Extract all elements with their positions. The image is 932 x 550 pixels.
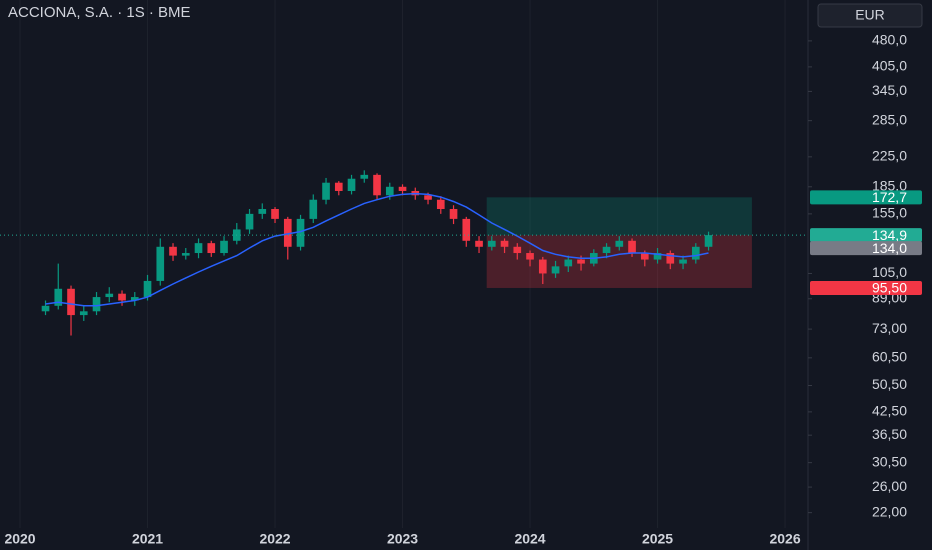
y-tick-label: 105,0 (872, 264, 907, 280)
currency-button[interactable] (817, 3, 923, 28)
price-label: 172,7 (872, 189, 907, 205)
candle-body (220, 240, 228, 254)
candle-body (347, 178, 356, 191)
candle-body (105, 293, 114, 298)
candle-body (207, 243, 216, 254)
candle-body (271, 209, 279, 219)
candle-body (628, 240, 636, 254)
price-label-box (810, 280, 922, 295)
candle-body (398, 186, 407, 191)
price-label: 95,50 (872, 280, 907, 296)
candle-body (436, 199, 445, 210)
candle-body (462, 218, 471, 241)
y-tick-label: 345,0 (872, 82, 907, 98)
candle-body (118, 293, 126, 301)
candle-body (666, 253, 675, 264)
price-label-box (810, 228, 922, 243)
y-tick-label: 225,0 (872, 148, 907, 164)
candle-body (143, 280, 152, 298)
candle-body (704, 235, 713, 247)
moving-average (45, 192, 709, 307)
candle-body (564, 259, 573, 267)
candle-body (54, 288, 63, 306)
candle-body (640, 253, 649, 260)
y-tick-label: 30,50 (872, 453, 907, 469)
candle-body (551, 266, 560, 274)
candle-body (67, 288, 75, 316)
candle-body (334, 182, 343, 191)
candle-body (156, 246, 165, 281)
candle-body (449, 209, 458, 219)
candle-body (245, 213, 254, 230)
candle-body (360, 174, 369, 179)
y-tick-label: 42,50 (872, 403, 907, 419)
x-tick-label: 2024 (514, 531, 545, 547)
candle-body (500, 240, 509, 247)
y-tick-label: 50,50 (872, 376, 907, 392)
price-label-box (810, 241, 922, 256)
candle-body (526, 253, 534, 260)
x-tick-label: 2023 (387, 531, 418, 547)
candle-body (92, 297, 101, 312)
price-label: 134,0 (872, 240, 907, 256)
candle-body (577, 259, 585, 264)
candle-body (487, 240, 496, 247)
candle-body (615, 240, 624, 247)
candle-body (322, 182, 330, 200)
y-tick-label: 155,0 (872, 205, 907, 221)
y-tick-label: 185,0 (872, 177, 907, 193)
candle-body (373, 174, 381, 196)
y-tick-label: 73,00 (872, 320, 907, 336)
candle-body (130, 297, 139, 301)
candle-body (475, 240, 483, 247)
y-tick-label: 285,0 (872, 111, 907, 127)
candle-body (283, 218, 292, 247)
y-tick-label: 26,00 (872, 478, 907, 494)
candle-body (513, 246, 522, 254)
candle-body (194, 243, 203, 254)
y-tick-label: 405,0 (872, 58, 907, 74)
target-zone (486, 197, 752, 236)
y-tick-label: 22,00 (872, 503, 907, 519)
candle-body (424, 195, 432, 200)
candle-body (538, 259, 547, 274)
candle-body (602, 246, 611, 254)
y-tick-label: 480,0 (872, 32, 907, 48)
candle-body (653, 253, 662, 260)
candle-body (41, 305, 50, 312)
x-tick-label: 2026 (769, 531, 800, 547)
price-label-box (810, 190, 922, 205)
x-tick-label: 2022 (259, 531, 290, 547)
x-tick-label: 2020 (4, 531, 35, 547)
candle-body (79, 311, 88, 316)
x-tick-label: 2021 (132, 531, 163, 547)
plot-area (0, 0, 808, 528)
candle-body (691, 246, 700, 260)
candle-body (679, 259, 687, 264)
candle-body (309, 199, 318, 219)
x-tick-label: 2025 (642, 531, 673, 547)
candle-body (169, 246, 177, 256)
candle-body (258, 209, 267, 214)
y-tick-label: 60,50 (872, 349, 907, 365)
y-tick-label: 36,50 (872, 426, 907, 442)
candle-body (296, 218, 305, 247)
candle-body (181, 253, 190, 256)
currency-label[interactable]: EUR (855, 7, 885, 23)
candle-body (385, 186, 394, 196)
price-label: 134,9 (872, 227, 907, 243)
chart-title: ACCIONA, S.A. · 1S · BME (8, 4, 191, 21)
